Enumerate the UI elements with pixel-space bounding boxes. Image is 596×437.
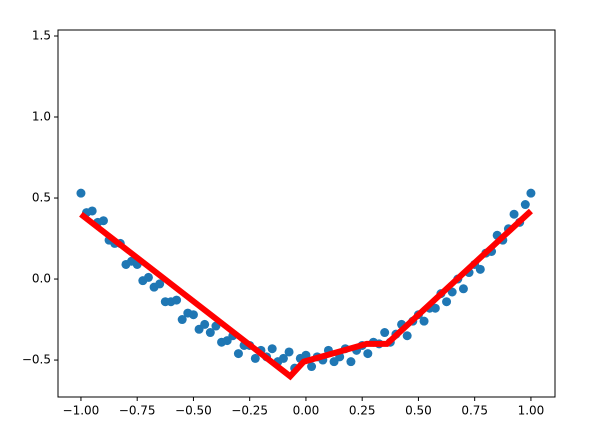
- y-tick-label: 0.5: [32, 191, 51, 205]
- scatter-point: [233, 349, 243, 359]
- scatter-point: [205, 328, 215, 338]
- scatter-point: [172, 295, 182, 305]
- scatter-point: [430, 303, 440, 313]
- y-tick-label: 0.0: [32, 272, 51, 286]
- scatter-point: [98, 216, 108, 226]
- scatter-point: [87, 206, 97, 216]
- plot-area: [76, 188, 536, 381]
- y-tick-label: 1.0: [32, 110, 51, 124]
- x-tick-label: 0.00: [293, 404, 320, 418]
- x-tick-label: 0.25: [349, 404, 376, 418]
- scatter-point: [346, 357, 356, 367]
- scatter-point: [442, 297, 452, 307]
- fit-line: [79, 208, 533, 381]
- scatter-point: [284, 347, 294, 357]
- scatter-point: [509, 209, 519, 219]
- y-tick-label: −0.5: [22, 353, 51, 367]
- x-tick-label: −0.50: [175, 404, 212, 418]
- y-tick-label: 1.5: [32, 28, 51, 42]
- scatter-point: [363, 349, 373, 359]
- scatter-point: [200, 319, 210, 329]
- scatter-point: [475, 264, 485, 274]
- x-tick-label: 0.75: [461, 404, 488, 418]
- scatter-point: [307, 362, 317, 372]
- x-tick-label: 1.00: [518, 404, 545, 418]
- axes-frame: [57, 29, 556, 398]
- scatter-point: [402, 331, 412, 341]
- x-tick-label: −0.75: [119, 404, 156, 418]
- scatter-point: [143, 272, 153, 282]
- scatter-point: [155, 279, 165, 289]
- scatter-point: [76, 188, 86, 198]
- scatter-point: [526, 188, 536, 198]
- scatter-point: [458, 284, 468, 294]
- scatter-point: [278, 353, 288, 363]
- scatter-point: [380, 328, 390, 338]
- scatter-point: [267, 344, 277, 354]
- scatter-point: [177, 315, 187, 325]
- x-tick-label: 0.50: [405, 404, 432, 418]
- scatter-point: [250, 353, 260, 363]
- x-tick-label: −1.00: [63, 404, 100, 418]
- x-tick-label: −0.25: [231, 404, 268, 418]
- scatter-point: [520, 200, 530, 210]
- scatter-point: [419, 316, 429, 326]
- scatter-point: [188, 310, 198, 320]
